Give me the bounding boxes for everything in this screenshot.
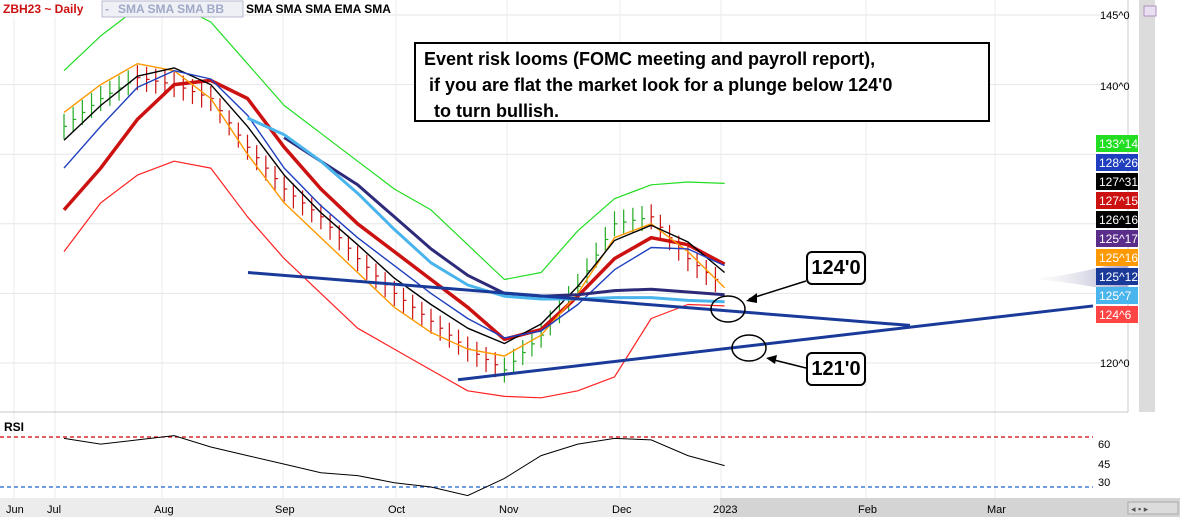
rsi-level-60: 60: [1098, 439, 1110, 451]
price-tag-bg: [1096, 287, 1138, 304]
price-tag-9: 124^6: [1099, 308, 1132, 322]
month-label-5: Nov: [499, 504, 519, 516]
annotation-box: Event risk looms (FOMC meeting and payro…: [414, 42, 990, 122]
scrollbar[interactable]: ◂ ▪ ▸: [1127, 501, 1179, 515]
rsi-line: [63, 435, 725, 497]
month-label-2: Aug: [154, 504, 174, 516]
price-tag-bg: [1096, 268, 1138, 285]
faded-studies: SMA SMA SMA BB: [118, 2, 224, 16]
price-tag-bg: [1096, 249, 1138, 266]
month-label-8: Feb: [858, 504, 877, 516]
month-label-4: Oct: [388, 504, 405, 516]
price-tag-0: 133^14: [1099, 137, 1138, 151]
price-tag-3: 127^15: [1099, 194, 1138, 208]
future-axis-bg: [720, 498, 1180, 517]
price-tag-bg: [1096, 192, 1138, 209]
price-tag-8: 125^7: [1099, 289, 1132, 303]
month-label-3: Sep: [275, 504, 295, 516]
price-tag-bg: [1096, 154, 1138, 171]
price-scale-strip[interactable]: [1139, 0, 1155, 412]
corner-scale-button[interactable]: [1143, 5, 1157, 17]
arrow-121: [769, 358, 807, 369]
price-tag-7: 125^12: [1099, 270, 1138, 284]
price-tag-5: 125^17: [1099, 232, 1138, 246]
circle-124: [710, 295, 746, 323]
price-tag-bg: [1096, 211, 1138, 228]
series-line-bb_lower: [63, 160, 725, 399]
faded-dash: -: [105, 2, 109, 16]
price-label-120: 120^0: [1100, 358, 1130, 370]
circle-121: [731, 334, 767, 362]
month-label-9: Mar: [987, 504, 1006, 516]
svg-text:◂ ▪ ▸: ◂ ▪ ▸: [1131, 504, 1149, 514]
series-line-sma_blue: [63, 70, 725, 339]
symbol-title[interactable]: ZBH23 ~ Daily: [3, 2, 84, 16]
price-label-145: 145^0: [1100, 10, 1130, 22]
time-axis-labels: Jun Jul Aug Sep Oct Nov Dec 2023 Feb Mar: [6, 504, 1006, 516]
arrow-124: [748, 280, 807, 300]
annotation-line-2: if you are flat the market look for a pl…: [424, 75, 893, 95]
month-label-0: Jun: [6, 504, 24, 516]
price-tag-6: 125^16: [1099, 251, 1138, 265]
price-tag-2: 127^31: [1099, 175, 1138, 189]
callout-121: 121'0: [806, 352, 866, 386]
studies-list[interactable]: SMA SMA SMA EMA SMA: [246, 2, 391, 16]
series-line-sma_thick: [62, 78, 726, 342]
price-tag-4: 126^16: [1099, 213, 1138, 227]
annotation-line-3: to turn bullish.: [424, 101, 559, 121]
price-tag-1: 128^26: [1099, 156, 1138, 170]
price-tag-bg: [1096, 230, 1138, 247]
price-tag-bg: [1096, 173, 1138, 190]
arrow-121-head: [766, 355, 777, 364]
price-tag-bg: [1096, 135, 1138, 152]
annotation-line-1: Event risk looms (FOMC meeting and payro…: [424, 49, 876, 69]
rsi-label: RSI: [4, 420, 24, 434]
month-label-6: Dec: [612, 504, 632, 516]
series-line-sma_black: [63, 67, 726, 345]
rsi-marks: [0, 435, 1093, 497]
arrow-124-head: [746, 293, 757, 303]
price-tags: 133^14 128^26 127^31 127^15 126^16 125^17 125^…: [1096, 135, 1138, 323]
month-label-7: 2023: [713, 504, 737, 516]
rsi-level-30: 30: [1098, 477, 1110, 489]
callout-124: 124'0: [806, 251, 866, 285]
month-label-1: Jul: [47, 504, 61, 516]
price-label-140: 140^0: [1100, 81, 1130, 93]
faded-studies-box[interactable]: [101, 0, 244, 18]
price-tag-bg: [1096, 306, 1138, 323]
rsi-level-45: 45: [1098, 459, 1110, 471]
trendline-resistance: [247, 271, 911, 327]
trendline-support: [457, 304, 1094, 382]
